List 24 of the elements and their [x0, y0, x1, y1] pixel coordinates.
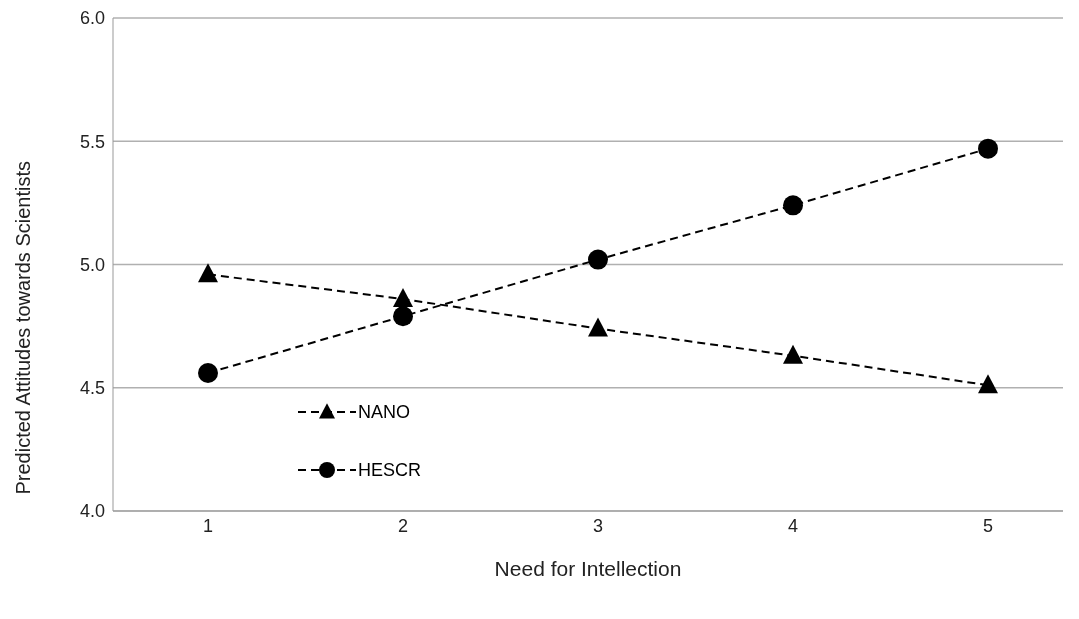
- point: [588, 249, 608, 270]
- point: [393, 288, 413, 308]
- x-tick-label: 2: [397, 515, 409, 536]
- point: [198, 362, 218, 383]
- y-tick-label: 5.0: [79, 254, 105, 275]
- y-tick-label: 4.0: [79, 501, 105, 522]
- point: [783, 195, 803, 216]
- x-tick-label: 3: [592, 515, 604, 536]
- point: [588, 317, 608, 337]
- point: [978, 374, 998, 394]
- point: [393, 306, 413, 327]
- y-tick-label: 4.5: [79, 378, 105, 399]
- point: [978, 138, 998, 159]
- y-axis-title: Predicted Attitudes towards Scientists: [12, 161, 35, 495]
- y-tick-label: 5.5: [79, 131, 105, 152]
- x-tick-label: 1: [202, 515, 214, 536]
- x-tick-label: 4: [787, 515, 799, 536]
- legend-label: NANO: [358, 401, 411, 423]
- x-axis-title: Need for Intellection: [494, 557, 682, 580]
- point: [198, 263, 218, 283]
- x-tick-label: 5: [982, 515, 994, 536]
- legend-label: HESCR: [358, 459, 422, 481]
- point: [783, 344, 803, 364]
- y-tick-label: 6.0: [79, 8, 105, 29]
